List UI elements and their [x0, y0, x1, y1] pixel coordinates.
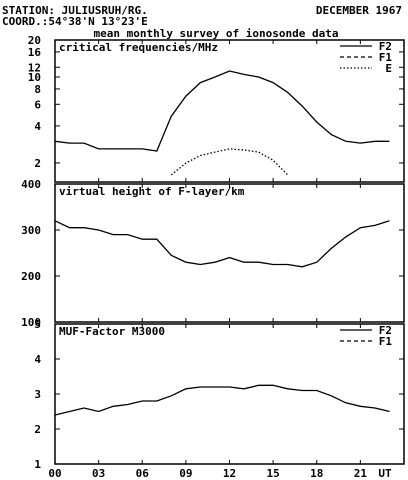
y-tick-label: 12 [28, 61, 41, 74]
legend-label: E [385, 62, 392, 75]
y-tick-label: 2 [34, 157, 41, 170]
y-tick-label: 400 [21, 178, 41, 191]
y-tick-label: 3 [34, 388, 41, 401]
y-tick-label: 8 [34, 83, 41, 96]
y-tick-label: 6 [34, 98, 41, 111]
subtitle: mean monthly survey of ionosonde data [93, 27, 338, 40]
x-axis-labels: 00 03 06 09 12 15 18 21 UT [48, 467, 392, 480]
station-label: STATION: JULIUSRUH/RG. [2, 4, 148, 17]
x-tick-label: 18 [310, 467, 323, 480]
x-tick-label: 06 [136, 467, 150, 480]
y-tick-label: 1 [34, 458, 41, 471]
y-tick-label: 2 [34, 423, 41, 436]
x-tick-label: 21 [354, 467, 368, 480]
y-tick-label: 4 [34, 120, 41, 133]
x-tick-label: 12 [223, 467, 236, 480]
y-tick-label: 16 [28, 46, 42, 59]
plot-frame [54, 323, 405, 465]
plot-frame [54, 183, 405, 323]
series-line-E [170, 148, 289, 176]
y-tick-label: 100 [21, 316, 41, 329]
legend-label: F1 [379, 51, 393, 64]
plot-frame [54, 39, 405, 183]
y-tick-label: 10 [28, 71, 41, 84]
x-tick-label: 00 [48, 467, 61, 480]
panel-title: MUF-Factor M3000 [59, 325, 165, 338]
y-tick-label: 200 [21, 270, 41, 283]
panel-title: critical frequencies/MHz [59, 41, 218, 54]
series-line-F2 [54, 384, 390, 416]
legend-label: F2 [379, 324, 392, 337]
y-tick-label: 20 [28, 34, 41, 47]
x-tick-label: 15 [267, 467, 280, 480]
panel-title: virtual height of F-layer/km [59, 185, 245, 198]
y-tick-label: 4 [34, 353, 41, 366]
chart-panel-2: virtual height of F-layer/km 100 200 300 400 [21, 178, 405, 329]
coord-label: COORD.:54°38'N 13°23'E [2, 15, 148, 28]
x-tick-label: 09 [179, 467, 192, 480]
y-tick-label: 300 [21, 224, 41, 237]
date-label: DECEMBER 1967 [316, 4, 402, 17]
series-line-F2 [54, 70, 390, 152]
series-line-s1 [54, 220, 390, 268]
legend-label: F1 [379, 335, 393, 348]
x-tick-label: 03 [92, 467, 105, 480]
legend-label: F2 [379, 40, 392, 53]
x-unit-label: UT [378, 467, 392, 480]
y-tick-label: 5 [34, 318, 41, 331]
